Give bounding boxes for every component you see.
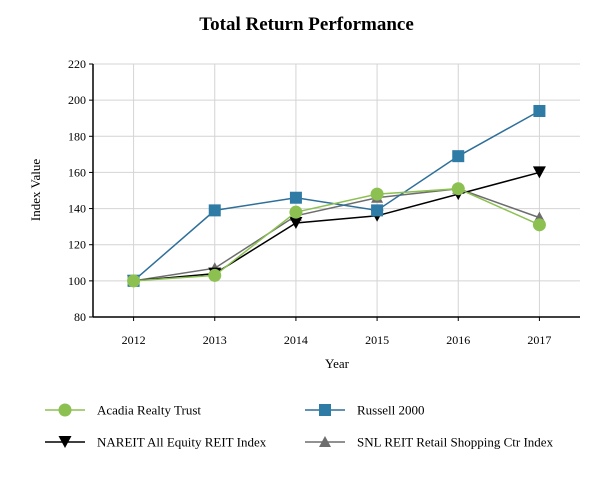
- data-point: [208, 268, 222, 282]
- x-axis-label: Year: [325, 356, 350, 371]
- x-tick-label: 2012: [122, 333, 146, 347]
- x-tick-label: 2014: [284, 333, 308, 347]
- legend-item: Acadia Realty Trust: [45, 403, 201, 418]
- legend-label: Acadia Realty Trust: [97, 403, 201, 418]
- y-tick-label: 140: [68, 202, 86, 216]
- y-tick-label: 220: [68, 57, 86, 71]
- y-tick-label: 80: [74, 310, 86, 324]
- data-point: [371, 204, 384, 217]
- series-snl-reit-retail-shopping-ctr-index: [127, 182, 546, 286]
- x-tick-label: 2015: [365, 333, 389, 347]
- legend-marker: [319, 436, 331, 447]
- data-point: [289, 205, 303, 219]
- y-tick-label: 100: [68, 274, 86, 288]
- y-tick-label: 200: [68, 93, 86, 107]
- data-point: [289, 217, 303, 230]
- y-axis-label: Index Value: [28, 159, 43, 221]
- y-tick-label: 120: [68, 238, 86, 252]
- x-tick-label: 2017: [527, 333, 551, 347]
- legend-marker: [58, 436, 72, 448]
- y-tick-label: 180: [68, 129, 86, 143]
- series-russell-2000: [127, 104, 546, 287]
- legend-label: NAREIT All Equity REIT Index: [97, 435, 267, 450]
- data-point: [532, 218, 546, 232]
- legend-marker: [319, 404, 331, 416]
- chart-title: Total Return Performance: [199, 14, 414, 35]
- legend: Acadia Realty Trust Russell 2000 NAREIT Al…: [45, 403, 554, 450]
- data-point: [452, 150, 465, 163]
- data-point: [370, 187, 384, 201]
- legend-marker: [58, 403, 72, 417]
- x-tick-label: 2013: [203, 333, 227, 347]
- legend-item: Russell 2000: [305, 403, 425, 418]
- legend-label: SNL REIT Retail Shopping Ctr Index: [357, 435, 554, 450]
- data-point: [451, 182, 465, 196]
- axes: 80 100 120 140 160 180 200 220 2012 2013 2014 2015 2…: [68, 57, 580, 347]
- series-layer: [127, 104, 546, 288]
- y-tick-label: 160: [68, 165, 86, 179]
- series-line: [133, 171, 540, 282]
- legend-item: NAREIT All Equity REIT Index: [45, 435, 267, 450]
- legend-item: SNL REIT Retail Shopping Ctr Index: [305, 435, 554, 450]
- x-tick-label: 2016: [446, 333, 470, 347]
- data-point: [127, 274, 141, 288]
- data-point: [289, 191, 302, 204]
- series-line: [133, 110, 540, 282]
- series-line: [133, 187, 540, 282]
- data-point: [208, 204, 221, 217]
- series-acadia-realty-trust: [127, 182, 546, 288]
- data-point: [532, 166, 546, 179]
- series-line: [133, 187, 540, 282]
- series-nareit-all-equity-reit-index: [127, 166, 546, 287]
- legend-label: Russell 2000: [357, 403, 425, 418]
- data-point: [533, 104, 546, 117]
